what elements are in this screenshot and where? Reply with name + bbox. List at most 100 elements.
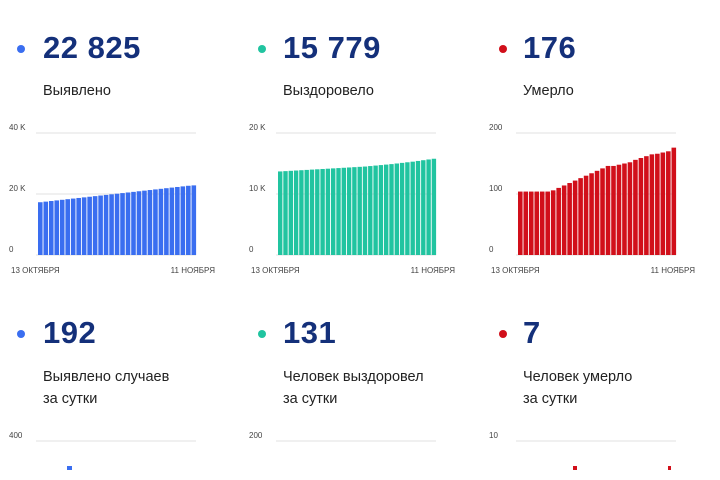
y-tick-label: 40 K (9, 123, 26, 132)
bar (153, 189, 158, 255)
bar (304, 169, 309, 255)
x-tick-label: 13 ОКТЯБРЯ (251, 266, 300, 275)
bar (114, 193, 120, 255)
bar (539, 191, 545, 255)
bar (299, 170, 304, 255)
y-tick-label: 100 (489, 184, 503, 193)
daily-detected-dot-icon (17, 330, 25, 338)
bar (362, 166, 368, 255)
bar (550, 190, 556, 255)
bar (293, 170, 299, 255)
bar (545, 191, 550, 255)
detected-dot-icon (17, 45, 25, 53)
bar (67, 466, 72, 470)
bar (405, 162, 410, 255)
bar (331, 168, 336, 255)
bar (668, 466, 671, 470)
deaths-total: 176 (523, 30, 577, 65)
detected-label: Выявлено (43, 83, 111, 99)
y-tick-label: 200 (249, 431, 263, 440)
bar (660, 152, 666, 255)
bar (600, 168, 605, 255)
bar (175, 186, 180, 255)
daily-detected-value: 192 (43, 315, 97, 350)
deaths-dot-icon (499, 45, 507, 53)
bar (378, 165, 384, 255)
bar (567, 183, 572, 255)
bar (578, 178, 583, 255)
bar (671, 147, 677, 255)
daily-recovered-chart: 200 (249, 431, 436, 442)
bar (92, 196, 98, 255)
y-tick-label: 10 (489, 431, 498, 440)
deaths-label: Умерло (523, 83, 574, 99)
x-tick-label: 11 НОЯБРЯ (651, 266, 696, 275)
bar (534, 191, 540, 255)
bar (352, 167, 357, 255)
y-tick-label: 200 (489, 123, 503, 132)
bar (594, 170, 600, 255)
bar (43, 201, 49, 256)
stat-panel-daily-detected: 192 Выявлено случаев за сутки 400 (0, 300, 232, 480)
x-tick-label: 13 ОКТЯБРЯ (491, 266, 540, 275)
bar (142, 190, 147, 255)
recovered-dot-icon (258, 45, 266, 53)
bar (573, 466, 577, 470)
bar (98, 195, 103, 256)
stat-panel-recovered: 15 779 Выздоровело 0 10 K 20 K 13 ОКТЯБРЯ 11… (240, 0, 472, 290)
bar (346, 167, 352, 255)
bar (59, 199, 65, 255)
daily-recovered-dot-icon (258, 330, 266, 338)
stat-panel-detected: 22 825 Выявлено 0 20 K 40 K 13 ОКТЯБРЯ 11 НО… (0, 0, 232, 290)
bar (315, 169, 320, 255)
bar (373, 165, 378, 255)
y-tick-label: 400 (9, 431, 23, 440)
bar (288, 170, 293, 255)
bar (556, 187, 561, 255)
daily-detected-chart: 400 (9, 431, 196, 470)
bar (655, 153, 660, 255)
bar (616, 164, 622, 255)
bar (164, 188, 169, 255)
bar (368, 166, 373, 255)
bar (389, 164, 394, 255)
recovered-total: 15 779 (283, 30, 381, 65)
bar (627, 162, 633, 255)
y-tick-label: 0 (9, 245, 14, 254)
bar (38, 202, 43, 255)
bar (169, 187, 175, 255)
x-tick-label: 11 НОЯБРЯ (171, 266, 216, 275)
bar (320, 168, 325, 255)
bar (666, 151, 671, 255)
bar (410, 161, 415, 255)
stat-panel-daily-recovered: 131 Человек выздоровел за сутки 200 (240, 300, 472, 480)
bar (572, 180, 578, 255)
bar (87, 196, 92, 255)
y-tick-label: 0 (249, 245, 254, 254)
bar (341, 167, 346, 255)
bar (109, 194, 114, 256)
bar (136, 191, 142, 255)
bar (186, 185, 191, 255)
bar (309, 169, 315, 255)
bar (76, 197, 81, 256)
bar (528, 191, 534, 255)
stat-panel-deaths: 176 Умерло 0 100 200 13 ОКТЯБРЯ 11 НОЯБРЯ (480, 0, 712, 290)
bar (583, 175, 589, 255)
bar (622, 163, 627, 255)
bar (120, 193, 125, 255)
bar (336, 168, 341, 255)
bar (191, 185, 197, 255)
daily-deaths-dot-icon (499, 330, 507, 338)
y-tick-label: 20 K (249, 123, 266, 132)
bar (54, 200, 60, 255)
bar (523, 191, 529, 255)
bar (644, 156, 649, 255)
bar (394, 163, 399, 255)
bar (180, 186, 186, 256)
deaths-chart: 0 100 200 13 ОКТЯБРЯ 11 НОЯБРЯ (489, 123, 696, 275)
x-tick-label: 13 ОКТЯБРЯ (11, 266, 60, 275)
y-tick-label: 20 K (9, 184, 26, 193)
daily-deaths-chart: 10 (489, 431, 676, 470)
daily-recovered-label: Человек выздоровел за сутки (283, 369, 424, 407)
